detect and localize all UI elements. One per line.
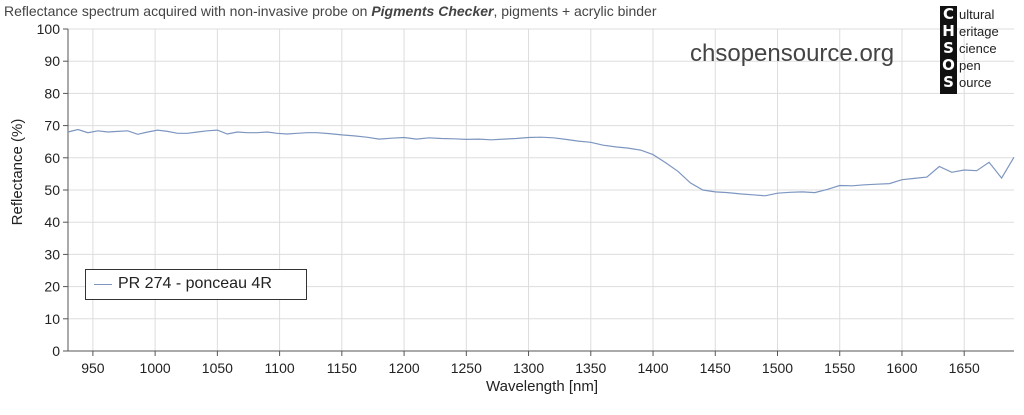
x-tick-label: 1050 [202, 360, 233, 376]
title-prefix: Reflectance spectrum acquired with non-i… [4, 3, 372, 19]
x-tick-label: 1150 [327, 360, 357, 376]
y-tick-label: 0 [52, 343, 60, 359]
logo-word: ource [959, 75, 992, 90]
logo-word: cience [959, 41, 997, 56]
x-tick-label: 1400 [637, 360, 668, 376]
y-tick-label: 30 [44, 246, 60, 262]
x-tick-label: 1250 [451, 360, 482, 376]
logo-word: ultural [959, 7, 995, 22]
logo-letter: O [942, 56, 955, 74]
x-tick-label: 1200 [389, 360, 420, 376]
chart-title: Reflectance spectrum acquired with non-i… [4, 3, 657, 19]
x-tick-label: 1450 [700, 360, 731, 376]
y-tick-label: 40 [44, 214, 60, 230]
x-tick-label: 1350 [575, 360, 606, 376]
logo-word: eritage [959, 24, 999, 39]
series-line [67, 128, 1015, 197]
y-tick-label: 50 [44, 182, 60, 198]
x-tick-label: 950 [81, 360, 105, 376]
y-tick-label: 20 [44, 279, 60, 295]
logo-letter: S [943, 39, 954, 57]
x-tick-label: 1300 [513, 360, 544, 376]
x-tick-label: 1600 [886, 360, 917, 376]
x-tick-label: 1100 [265, 360, 295, 376]
x-tick-label: 1650 [949, 360, 980, 376]
y-tick-label: 60 [44, 150, 60, 166]
logo-letter: H [942, 22, 955, 40]
series-lines [67, 128, 1015, 197]
x-tick-labels: 950 1000 1050 1100 1150 1200 1250 1300 1350 1400 1… [81, 360, 980, 376]
legend-swatch [94, 284, 112, 285]
y-tick-labels: 0 10 20 30 40 50 60 70 80 90 100 [37, 21, 61, 359]
grid-lines [68, 28, 1014, 352]
logo-row: S cience [940, 40, 1020, 57]
logo-row: O pen [940, 57, 1020, 74]
logo-letter: C [942, 5, 954, 23]
logo-word: pen [959, 58, 981, 73]
x-tick-label: 1000 [140, 360, 171, 376]
title-suffix: , pigments + acrylic binder [493, 3, 657, 19]
legend-label: PR 274 - ponceau 4R [118, 275, 272, 292]
logo-row: S ource [940, 74, 1020, 91]
chart-legend: PR 274 - ponceau 4R [85, 269, 307, 300]
chsos-logo: C ultural H eritage S cience O pen S our… [940, 6, 1020, 94]
y-tick-label: 70 [44, 118, 60, 134]
y-tick-label: 80 [44, 85, 60, 101]
axes [63, 28, 1014, 356]
x-axis-label: Wavelength [nm] [486, 378, 598, 395]
logo-bar [940, 6, 957, 94]
site-watermark: chsopensource.org [690, 40, 895, 67]
x-tick-label: 1500 [762, 360, 793, 376]
title-bold: Pigments Checker [371, 3, 494, 19]
y-axis-label: Reflectance (%) [9, 119, 26, 226]
logo-row: H eritage [940, 23, 1020, 40]
y-tick-label: 90 [44, 53, 60, 69]
logo-letter: S [943, 73, 954, 91]
x-tick-label: 1550 [824, 360, 855, 376]
y-tick-label: 100 [37, 21, 61, 37]
y-tick-label: 10 [44, 311, 60, 327]
logo-row: C ultural [940, 6, 1020, 23]
